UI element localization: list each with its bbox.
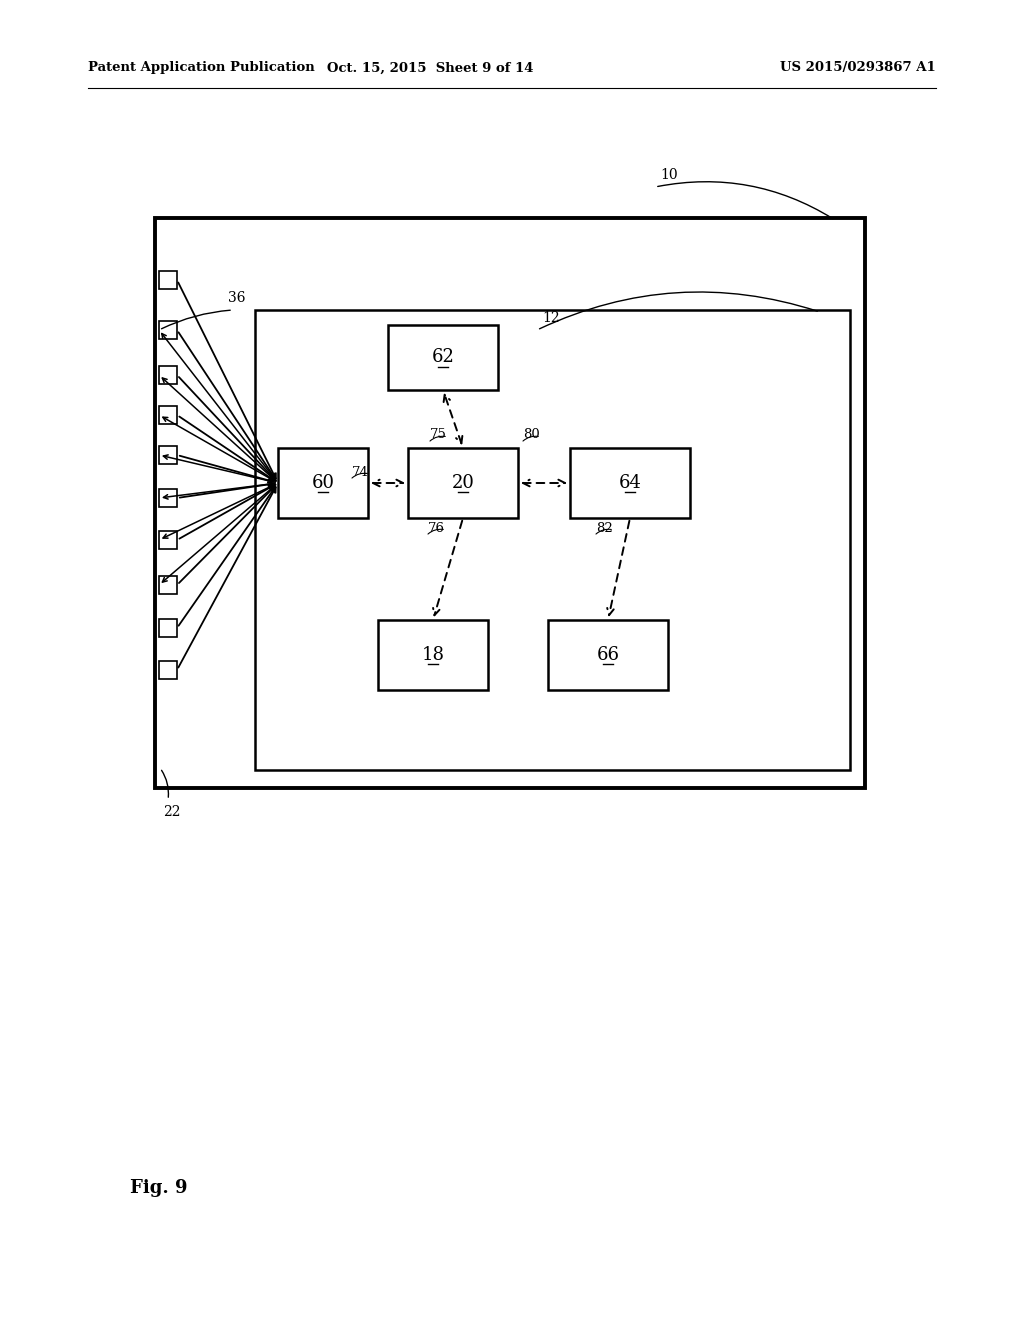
Text: 75: 75: [430, 429, 446, 441]
Text: 12: 12: [542, 312, 560, 325]
Text: 36: 36: [228, 290, 246, 305]
Text: 22: 22: [163, 805, 180, 818]
Bar: [159, 576, 177, 594]
Bar: [159, 446, 177, 465]
Text: 80: 80: [523, 429, 540, 441]
Text: 66: 66: [597, 645, 620, 664]
Bar: [159, 619, 177, 638]
Text: 62: 62: [431, 348, 455, 367]
Bar: [159, 271, 177, 289]
Bar: [159, 661, 177, 678]
Text: 76: 76: [428, 521, 445, 535]
Bar: [278, 447, 368, 517]
Bar: [159, 488, 177, 507]
Text: Oct. 15, 2015  Sheet 9 of 14: Oct. 15, 2015 Sheet 9 of 14: [327, 62, 534, 74]
Text: Patent Application Publication: Patent Application Publication: [88, 62, 314, 74]
Bar: [255, 310, 850, 770]
Bar: [388, 325, 498, 389]
Text: Fig. 9: Fig. 9: [130, 1179, 187, 1197]
Text: US 2015/0293867 A1: US 2015/0293867 A1: [780, 62, 936, 74]
Text: 20: 20: [452, 474, 474, 492]
Text: 82: 82: [596, 521, 612, 535]
Bar: [159, 407, 177, 424]
Text: 60: 60: [311, 474, 335, 492]
Text: 18: 18: [422, 645, 444, 664]
Bar: [159, 366, 177, 384]
Bar: [570, 447, 690, 517]
Bar: [159, 321, 177, 339]
Bar: [378, 620, 488, 690]
Bar: [155, 218, 865, 788]
Bar: [408, 447, 518, 517]
Text: 74: 74: [352, 466, 369, 479]
Bar: [548, 620, 668, 690]
Bar: [159, 531, 177, 549]
Text: 64: 64: [618, 474, 641, 492]
Text: 10: 10: [660, 168, 678, 182]
